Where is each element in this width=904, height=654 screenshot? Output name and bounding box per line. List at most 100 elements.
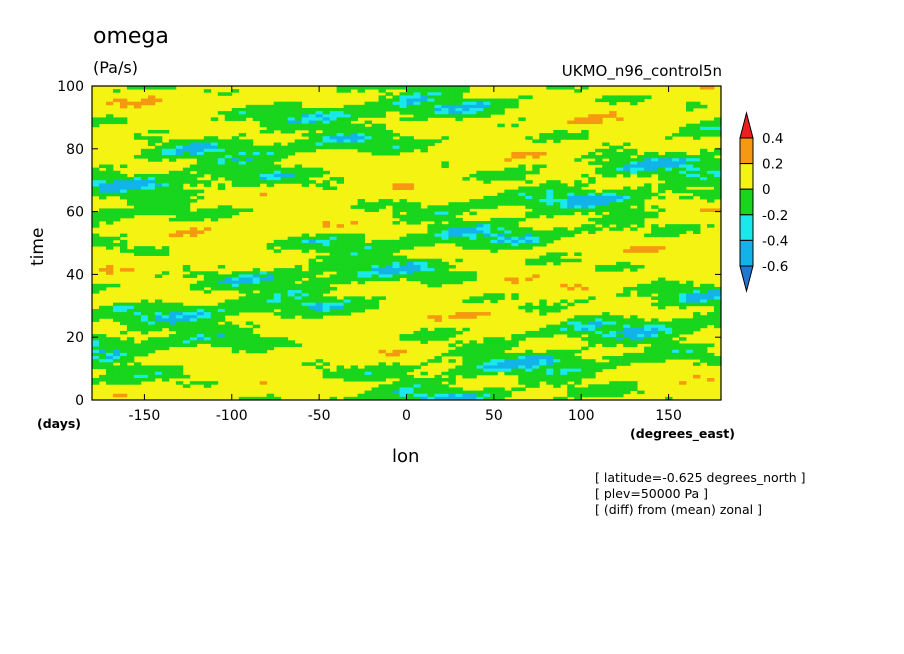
field-cell	[196, 158, 205, 162]
field-cell	[658, 286, 666, 291]
field-cell	[707, 359, 715, 363]
field-cell	[644, 155, 652, 159]
field-cell	[504, 104, 512, 109]
field-cell	[525, 195, 533, 200]
colorbar-box	[739, 163, 754, 190]
field-cell	[616, 217, 624, 222]
field-cell	[623, 192, 631, 197]
field-cell	[637, 224, 645, 228]
field-cell	[679, 286, 687, 291]
field-cell	[679, 352, 687, 357]
field-cell	[357, 233, 365, 238]
field-cell	[273, 142, 282, 147]
field-cell	[567, 327, 575, 332]
field-cell	[154, 145, 163, 150]
field-cell	[385, 142, 393, 147]
field-cell	[623, 95, 631, 99]
field-cell	[364, 101, 372, 106]
field-cell	[189, 183, 198, 187]
field-cell	[420, 101, 428, 106]
field-cell	[651, 318, 659, 322]
field-cell	[133, 312, 142, 316]
field-cell	[623, 170, 631, 175]
field-cell	[238, 290, 247, 294]
field-cell	[588, 114, 596, 118]
field-cell	[672, 230, 680, 234]
field-cell	[581, 393, 589, 398]
field-cell	[378, 199, 386, 203]
field-cell	[364, 104, 372, 109]
field-cell	[602, 155, 610, 159]
field-cell	[322, 312, 331, 316]
field-cell	[161, 151, 170, 156]
field-cell	[182, 305, 191, 310]
field-cell	[92, 217, 100, 222]
field-cell	[448, 274, 456, 278]
field-cell	[119, 249, 128, 253]
field-cell	[203, 321, 212, 326]
field-cell	[644, 286, 652, 291]
field-cell	[504, 230, 512, 234]
field-cell	[504, 362, 512, 366]
field-cell	[322, 236, 331, 241]
field-cell	[385, 104, 393, 109]
field-cell	[105, 164, 114, 169]
field-cell	[448, 230, 456, 234]
field-cell	[301, 142, 310, 147]
field-cell	[301, 120, 310, 125]
field-cell	[686, 318, 694, 322]
field-cell	[441, 230, 449, 234]
field-cell	[336, 365, 344, 369]
field-cell	[287, 243, 296, 247]
field-cell	[371, 126, 379, 131]
field-cell	[98, 312, 107, 316]
field-cell	[665, 290, 673, 294]
field-cell	[490, 390, 498, 395]
field-cell	[560, 136, 568, 140]
field-cell	[476, 104, 484, 109]
field-cell	[413, 264, 421, 269]
field-cell	[525, 189, 533, 194]
field-cell	[378, 139, 386, 143]
field-cell	[406, 274, 414, 278]
field-cell	[539, 164, 547, 169]
field-cell	[581, 299, 589, 304]
field-cell	[567, 384, 575, 388]
field-cell	[280, 308, 289, 313]
field-cell	[280, 280, 289, 285]
colorbar-extend-bottom	[739, 265, 754, 293]
field-cell	[462, 239, 470, 244]
field-cell	[392, 98, 400, 103]
field-cell	[686, 356, 694, 360]
field-cell	[448, 224, 456, 228]
field-cell	[455, 107, 463, 112]
field-cell	[644, 340, 652, 344]
field-cell	[161, 246, 170, 250]
field-cell	[413, 101, 421, 106]
field-cell	[469, 224, 477, 228]
field-cell	[567, 356, 575, 360]
field-cell	[567, 318, 575, 322]
field-cell	[287, 148, 296, 153]
field-cell	[231, 167, 240, 172]
field-cell	[217, 158, 226, 162]
field-cell	[539, 239, 547, 244]
field-cell	[700, 208, 708, 212]
field-cell	[707, 123, 715, 128]
colorbar: 0.40.20-0.2-0.4-0.6	[739, 111, 788, 293]
field-cell	[609, 337, 617, 341]
field-cell	[273, 120, 282, 125]
field-cell	[217, 286, 226, 291]
field-cell	[567, 374, 575, 379]
field-cell	[672, 173, 680, 178]
field-cell	[287, 120, 296, 125]
field-cell	[126, 327, 135, 332]
field-cell	[511, 101, 519, 106]
field-cell	[413, 107, 421, 112]
field-cell	[140, 312, 149, 316]
field-cell	[98, 239, 107, 244]
field-cell	[672, 327, 680, 332]
field-cell	[357, 261, 365, 266]
field-cell	[518, 233, 526, 238]
field-cell	[224, 155, 233, 159]
